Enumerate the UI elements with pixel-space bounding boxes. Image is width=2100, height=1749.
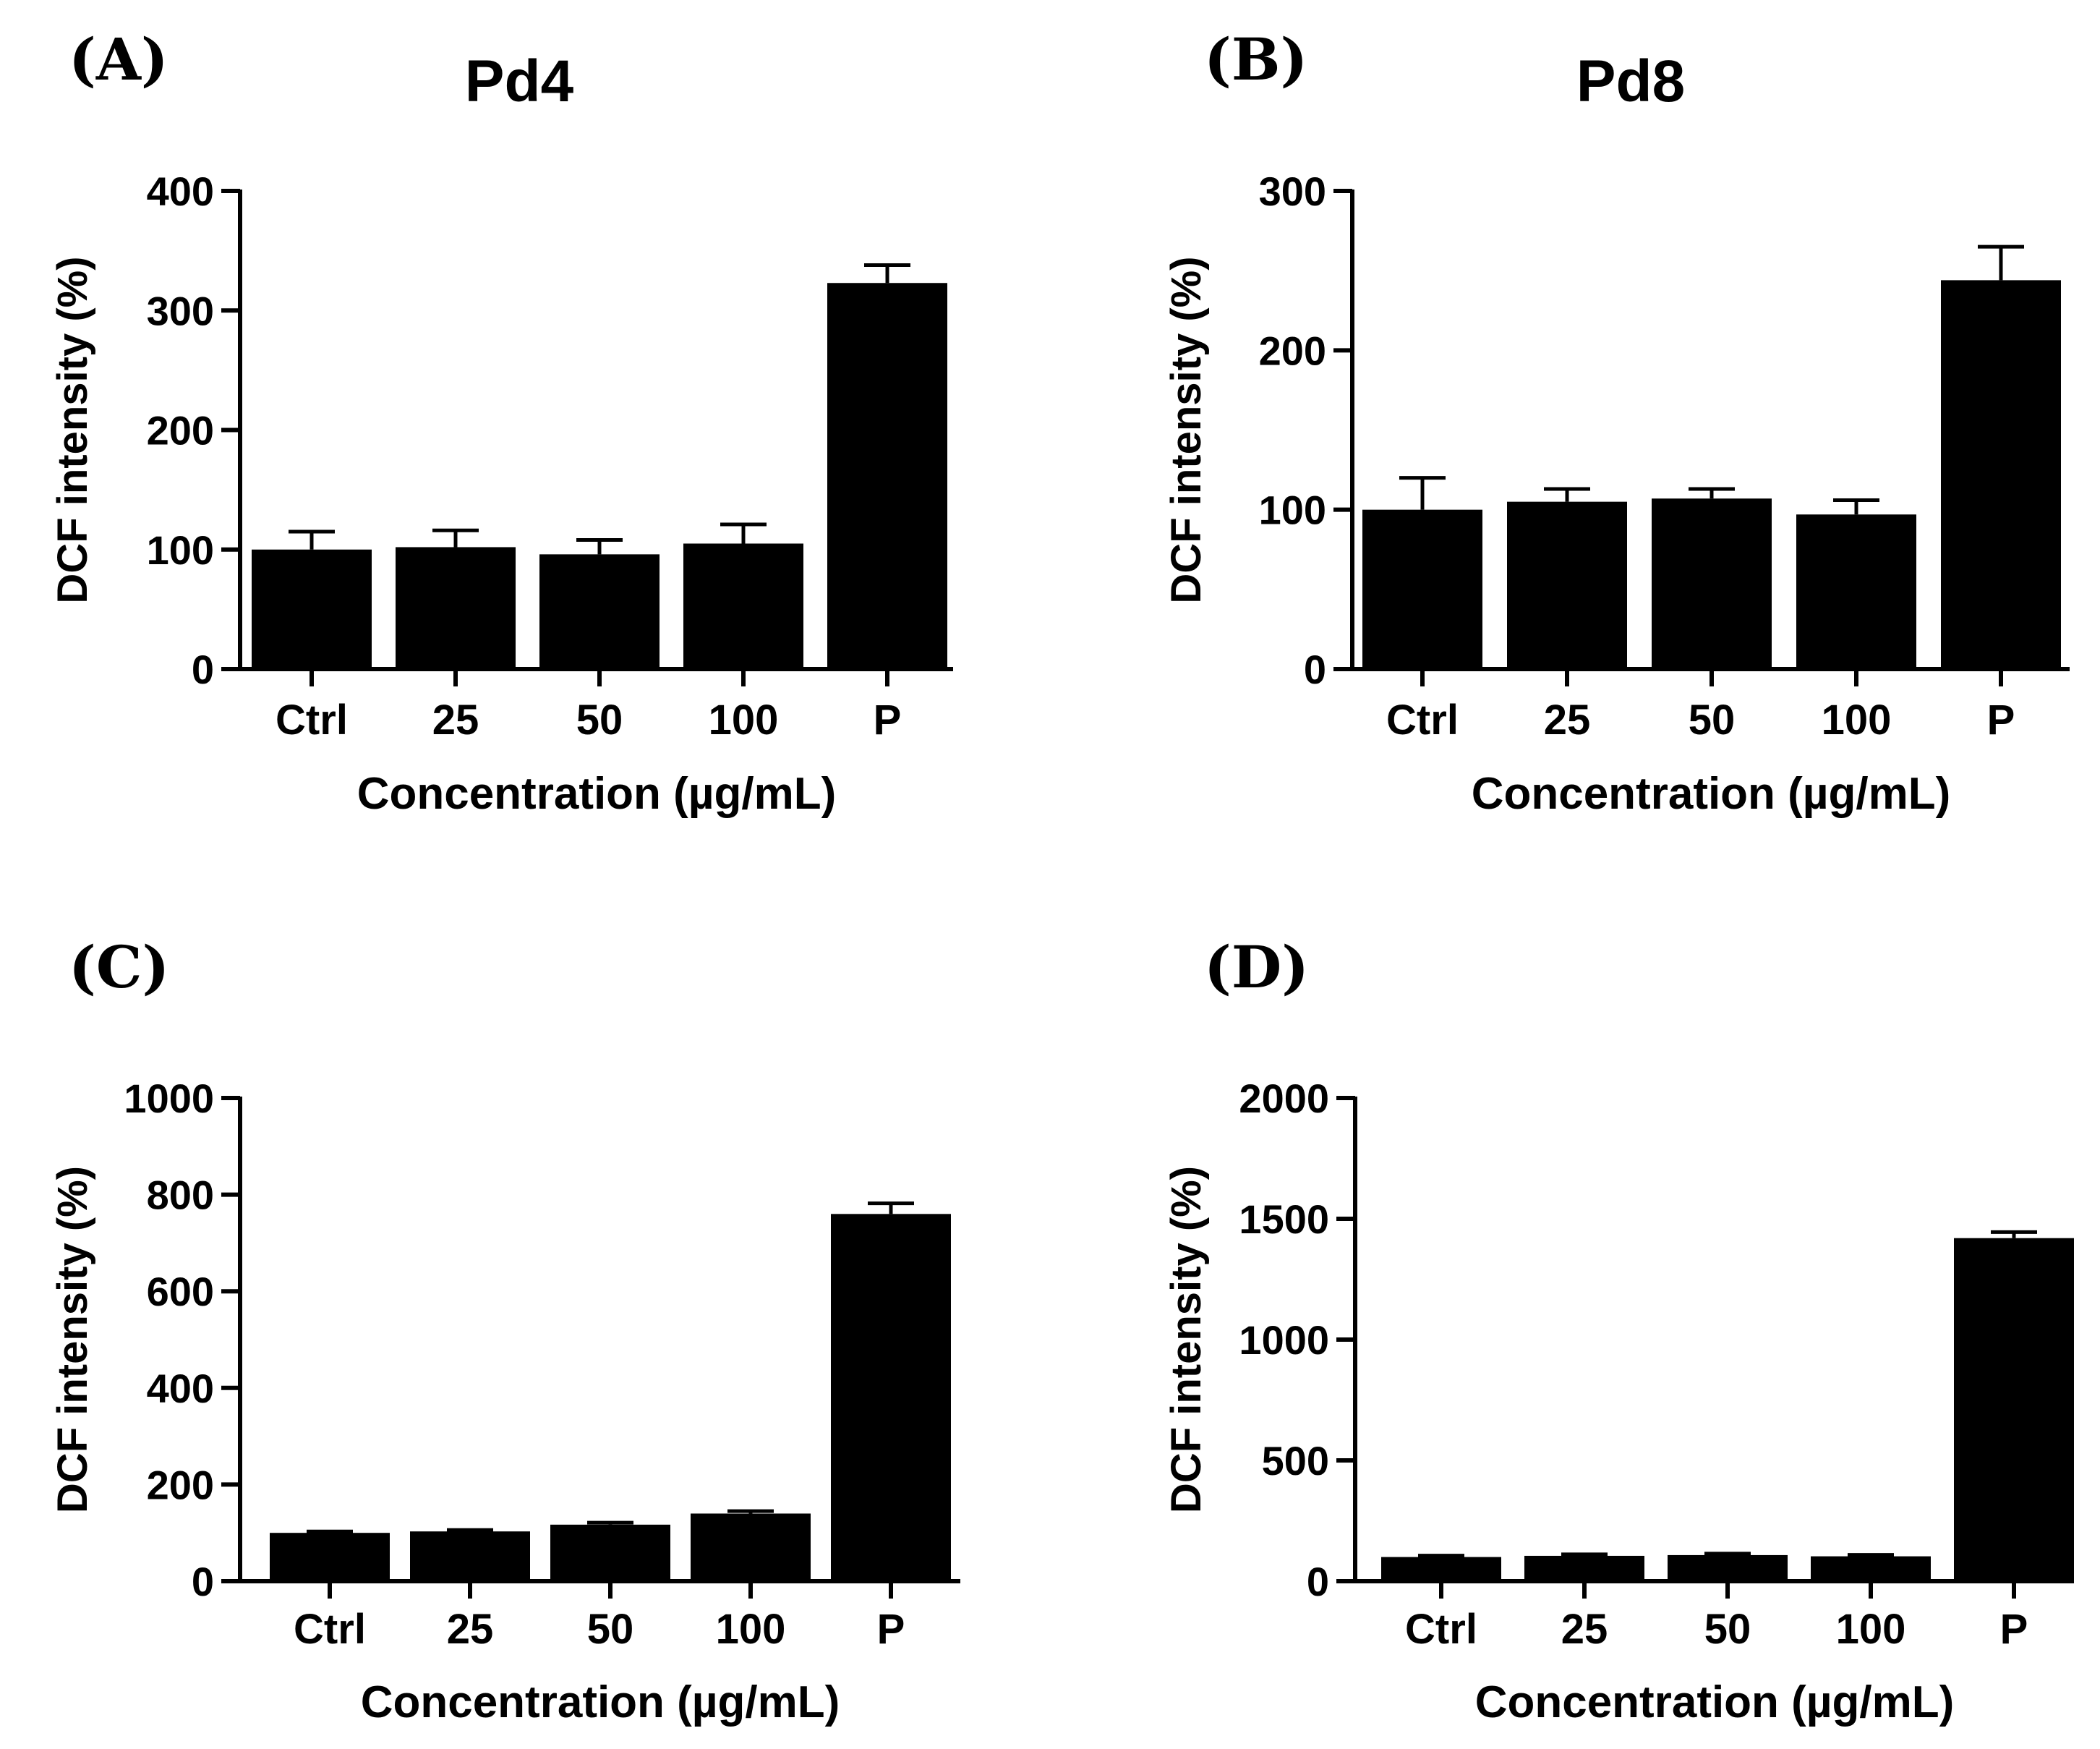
bar-25 (1507, 501, 1627, 669)
panel-label: (C) (69, 933, 169, 1001)
y-tick-label: 0 (1307, 1559, 1329, 1604)
x-tick-label: P (2000, 1606, 2028, 1653)
x-tick-label: P (877, 1606, 905, 1653)
bar-p (1941, 280, 2061, 669)
bar-50 (1652, 498, 1772, 669)
chart-panel-b: (B) Pd8 DCF intensity (%) Concentration (µg… (1163, 25, 2070, 819)
y-tick-label: 200 (147, 1462, 214, 1507)
y-tick-label: 800 (147, 1173, 214, 1218)
chart-title: Pd4 (465, 48, 574, 114)
panel-label: (B) (1204, 25, 1307, 93)
y-tick-label: 1500 (1239, 1196, 1329, 1242)
x-tick-label: Ctrl (1405, 1606, 1477, 1653)
y-tick-label: 200 (147, 408, 214, 454)
x-axis-label: Concentration (µg/mL) (1472, 769, 1951, 819)
bar-p (1954, 1238, 2074, 1581)
y-tick-label: 200 (1259, 328, 1326, 373)
bar-100 (1796, 514, 1916, 669)
bar-p (831, 1214, 951, 1581)
y-tick-label: 100 (1259, 488, 1326, 533)
y-tick-label: 0 (192, 1559, 214, 1604)
chart-panel-d: (D) DCF intensity (%) Concentration (µg/mL… (1163, 933, 2074, 1727)
x-tick-label: 50 (1689, 697, 1736, 744)
x-tick-label: Ctrl (294, 1606, 366, 1653)
y-axis-label: DCF intensity (%) (1163, 1166, 1210, 1513)
bar-50 (550, 1524, 670, 1581)
y-tick-label: 100 (147, 527, 214, 573)
x-tick-label: 100 (1836, 1606, 1906, 1653)
x-tick-label: P (1987, 697, 2015, 744)
x-tick-label: 50 (587, 1606, 634, 1653)
x-tick-label: Ctrl (276, 697, 348, 744)
x-axis-label: Concentration (µg/mL) (357, 769, 837, 819)
x-tick-label: 100 (1822, 697, 1892, 744)
panel-label: (A) (69, 25, 168, 93)
bar-25 (396, 547, 516, 669)
bar-ctrl (1381, 1557, 1501, 1581)
x-tick-label: 100 (709, 697, 779, 744)
y-tick-label: 1000 (124, 1076, 214, 1121)
chart-panel-c: (C) DCF intensity (%) Concentration (µg/mL… (49, 933, 960, 1727)
y-tick-label: 600 (147, 1269, 214, 1314)
chart-title: Pd8 (1576, 48, 1685, 114)
bar-100 (691, 1513, 811, 1581)
y-tick-label: 0 (1304, 647, 1326, 692)
y-tick-label: 300 (147, 288, 214, 333)
y-tick-label: 400 (147, 169, 214, 214)
x-tick-label: 25 (1561, 1606, 1608, 1653)
x-tick-label: 50 (576, 697, 623, 744)
panel-label: (D) (1204, 933, 1309, 1001)
x-tick-label: Ctrl (1386, 697, 1459, 744)
x-tick-label: 25 (432, 697, 479, 744)
y-tick-label: 300 (1259, 169, 1326, 214)
bar-ctrl (252, 549, 372, 669)
y-tick-label: 400 (147, 1366, 214, 1411)
bar-25 (1524, 1555, 1644, 1581)
bar-ctrl (1362, 509, 1482, 669)
x-tick-label: 100 (716, 1606, 786, 1653)
y-tick-label: 500 (1262, 1438, 1329, 1484)
y-axis-label: DCF intensity (%) (49, 256, 96, 603)
bar-50 (1668, 1554, 1788, 1581)
y-axis-label: DCF intensity (%) (1163, 256, 1210, 603)
x-axis-label: Concentration (µg/mL) (361, 1677, 840, 1727)
bar-100 (683, 543, 803, 669)
y-axis-label: DCF intensity (%) (49, 1166, 96, 1513)
bar-ctrl (270, 1533, 390, 1581)
bar-25 (410, 1531, 530, 1581)
x-tick-label: P (874, 697, 902, 744)
x-axis-label: Concentration (µg/mL) (1475, 1677, 1955, 1727)
x-tick-label: 25 (1544, 697, 1591, 744)
y-tick-label: 0 (192, 647, 214, 692)
bar-p (827, 283, 947, 669)
chart-panel-a: (A) Pd4 DCF intensity (%) Concentration (µg… (49, 25, 953, 819)
x-tick-label: 25 (447, 1606, 494, 1653)
y-tick-label: 2000 (1239, 1076, 1329, 1121)
y-tick-label: 1000 (1239, 1317, 1329, 1363)
x-tick-label: 50 (1704, 1606, 1751, 1653)
bar-50 (539, 554, 660, 669)
bar-100 (1811, 1556, 1931, 1581)
